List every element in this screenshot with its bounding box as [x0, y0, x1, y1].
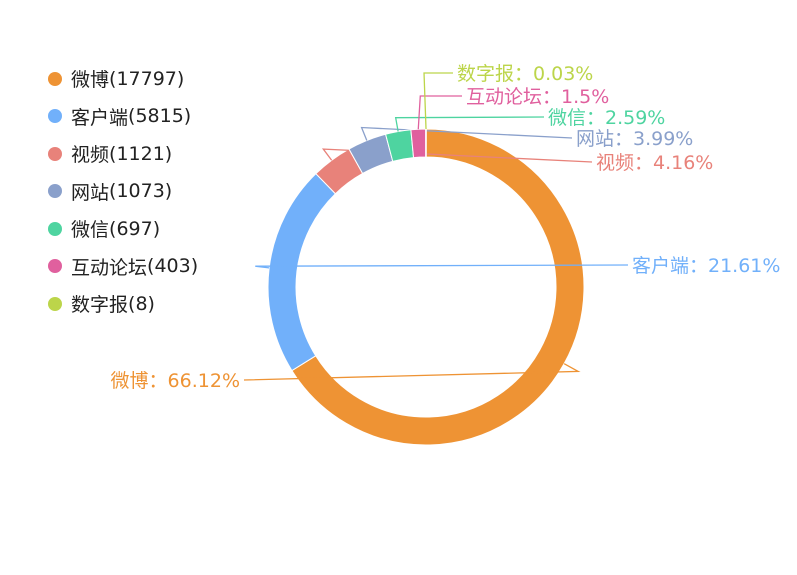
legend-name: 微信: [71, 219, 110, 242]
slice-label: 客户端：21.61%: [632, 255, 780, 277]
leader-line: [423, 72, 453, 130]
legend-item[interactable]: 互动论坛(403): [48, 248, 198, 286]
legend-dot: [48, 296, 62, 311]
slice-label: 互动论坛：1.5%: [466, 86, 609, 108]
legend-count: 697: [116, 217, 153, 240]
legend-item[interactable]: 视频(1121): [48, 135, 198, 173]
legend-item[interactable]: 客户端(5815): [48, 98, 198, 136]
legend-name: 视频: [71, 144, 110, 167]
legend-dot: [48, 71, 62, 86]
legend-name: 数字报: [71, 294, 129, 317]
legend-dot: [48, 221, 62, 236]
legend-count: 1121: [116, 142, 165, 165]
leader-line: [321, 148, 593, 163]
legend-name: 互动论坛: [71, 256, 148, 279]
slice-label: 微信：2.59%: [548, 107, 665, 129]
legend-item[interactable]: 微信(697): [48, 210, 198, 248]
leader-line: [417, 95, 462, 130]
leader-line: [360, 126, 573, 141]
legend-dot: [48, 184, 62, 199]
slice-label: 视频：4.16%: [596, 152, 713, 174]
leader-line: [255, 264, 629, 269]
legend-item[interactable]: 网站(1073): [48, 173, 198, 211]
legend-count: 1073: [116, 180, 165, 203]
legend-count: 8: [135, 292, 148, 315]
slice-label: 数字报：0.03%: [457, 63, 593, 85]
legend-dot: [48, 109, 62, 124]
chart-legend: 微博(17797) 客户端(5815) 视频(1121) 网站(1073) 微信…: [48, 60, 198, 323]
leader-line: [243, 363, 581, 381]
legend-item[interactable]: 微博(17797): [48, 60, 198, 98]
legend-count: 403: [154, 255, 191, 278]
donut-slice[interactable]: [425, 128, 427, 158]
donut-slice[interactable]: [267, 172, 337, 372]
legend-name: 微博: [71, 69, 110, 92]
donut-slice[interactable]: [410, 128, 427, 159]
slice-label: 微博：66.12%: [111, 370, 240, 392]
legend-dot: [48, 259, 62, 274]
leader-line: [394, 116, 545, 132]
slice-label: 网站：3.99%: [576, 128, 693, 150]
legend-item[interactable]: 数字报(8): [48, 285, 198, 323]
legend-count: 17797: [116, 67, 177, 90]
legend-name: 客户端: [71, 106, 129, 129]
legend-dot: [48, 146, 62, 161]
legend-count: 5815: [135, 105, 184, 128]
legend-name: 网站: [71, 181, 110, 204]
